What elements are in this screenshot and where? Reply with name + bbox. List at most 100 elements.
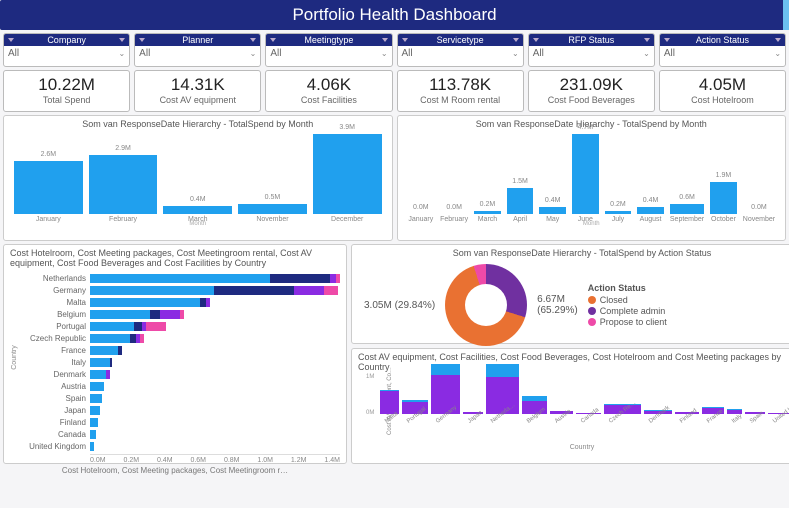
mini-column[interactable]: Denmark [644, 410, 672, 434]
filter-rfp status[interactable]: RFP StatusAll⌄ [528, 33, 655, 67]
hbar-row[interactable]: Austria [10, 380, 340, 392]
hbar-row[interactable]: Germany [10, 284, 340, 296]
bar-column[interactable]: 0.6M September [670, 204, 704, 223]
bar-column[interactable]: 0.0MNovember [743, 214, 775, 223]
legend-item[interactable]: Propose to client [588, 317, 667, 327]
chevron-down-icon: ⌄ [118, 49, 125, 58]
title-bar: Portfolio Health Dashboard [0, 0, 789, 30]
filter-meetingtype[interactable]: MeetingtypeAll⌄ [265, 33, 392, 67]
mini-column[interactable]: Netherla… [486, 364, 519, 434]
kpi-card[interactable]: 10.22MTotal Spend [3, 70, 130, 112]
chart-totalspend-month-right[interactable]: Som van ResponseDate Hierarchy - TotalSp… [397, 115, 787, 241]
bar-column[interactable]: 4.7MJune [572, 134, 599, 223]
chart-title: Cost AV equipment, Cost Facilities, Cost… [358, 352, 789, 372]
mini-column[interactable]: United Ki… [768, 413, 789, 434]
bar: 2.9M [89, 155, 158, 214]
hbar-row[interactable]: Malta [10, 296, 340, 308]
bar-column[interactable]: 0.4MMay [539, 207, 566, 223]
chevron-down-icon: ⌄ [381, 49, 388, 58]
filter-servicetype[interactable]: ServicetypeAll⌄ [397, 33, 524, 67]
kpi-card[interactable]: 113.78KCost M Room rental [397, 70, 524, 112]
legend-swatch [588, 307, 596, 315]
bar-column[interactable]: 1.5MApril [507, 188, 534, 223]
bar-value: 0.0M [751, 204, 767, 211]
bar-column[interactable]: 0.0MJanuary [408, 214, 435, 223]
kpi-value: 113.78K [400, 75, 521, 95]
bar-column[interactable]: 0.5MNovember [238, 204, 307, 223]
chart-donut-actionstatus[interactable]: Som van ResponseDate Hierarchy - TotalSp… [351, 244, 789, 344]
hbar-row[interactable]: France [10, 344, 340, 356]
mini-column[interactable]: Czech Re… [604, 404, 640, 434]
filter-value: All [664, 48, 675, 59]
hbar-row[interactable]: Finland [10, 416, 340, 428]
mini-column[interactable]: France [702, 407, 725, 434]
row-label: Japan [10, 406, 90, 415]
stacked-bar [90, 382, 104, 391]
mini-column[interactable]: Japan [463, 412, 483, 434]
hbar-row[interactable]: Portugal [10, 320, 340, 332]
filter-company[interactable]: CompanyAll⌄ [3, 33, 130, 67]
bar-value: 0.0M [446, 204, 462, 211]
bar-segment [110, 358, 112, 367]
kpi-value: 10.22M [6, 75, 127, 95]
page-title: Portfolio Health Dashboard [292, 5, 496, 25]
chevron-down-icon: ⌄ [643, 49, 650, 58]
x-tick: 0.0M [90, 457, 106, 464]
mini-column[interactable]: Portugal [402, 400, 428, 434]
bar-label: September [670, 216, 704, 223]
bar: 0.6M [670, 204, 704, 214]
bar-column[interactable]: 0.2MJuly [605, 211, 632, 223]
chart-cost-by-country-hbar[interactable]: Cost Hotelroom, Cost Meeting packages, C… [3, 244, 347, 464]
hbar-row[interactable]: United Kingdom [10, 440, 340, 452]
bar-column[interactable]: 3.9MDecember [313, 134, 382, 223]
bar-column[interactable]: 0.0MFebruary [440, 214, 468, 223]
row-label: Germany [10, 286, 90, 295]
hbar-row[interactable]: Netherlands [10, 272, 340, 284]
kpi-card[interactable]: 231.09KCost Food Beverages [528, 70, 655, 112]
bar-segment [90, 430, 96, 439]
bar-segment [106, 370, 110, 379]
mini-column[interactable]: Belgium [522, 396, 548, 434]
bar-segment [140, 334, 144, 343]
filters-row: CompanyAll⌄PlannerAll⌄MeetingtypeAll⌄Ser… [3, 33, 786, 67]
mini-column[interactable]: Spain [745, 412, 764, 434]
filter-label: RFP Status [568, 35, 614, 45]
filter-action status[interactable]: Action StatusAll⌄ [659, 33, 786, 67]
bar-area: 0.0MJanuary 0.0MFebruary 0.2MMarch 1.5MApri… [404, 131, 780, 223]
bar-area: 2.6MJanuary2.9MFebruary0.4MMarch0.5MNove… [10, 131, 386, 223]
legend-item[interactable]: Complete admin [588, 306, 667, 316]
mini-column[interactable]: Canada [576, 413, 601, 434]
bar-column[interactable]: 0.4MAugust [637, 207, 664, 223]
mini-column[interactable]: Malta [380, 390, 399, 434]
bar-segment [90, 298, 200, 307]
kpi-card[interactable]: 4.06KCost Facilities [265, 70, 392, 112]
hbar-row[interactable]: Czech Republic [10, 332, 340, 344]
hbar-row[interactable]: Belgium [10, 308, 340, 320]
bar-value: 0.2M [610, 201, 626, 208]
donut-ring [445, 264, 527, 346]
mini-column[interactable]: Austria [550, 411, 573, 434]
chart-totalspend-month-left[interactable]: Som van ResponseDate Hierarchy - TotalSp… [3, 115, 393, 241]
hbar-row[interactable]: Japan [10, 404, 340, 416]
bar-segment [160, 310, 180, 319]
bar-column[interactable]: 0.2MMarch [474, 211, 501, 223]
hbar-row[interactable]: Italy [10, 356, 340, 368]
bar-value: 0.4M [190, 196, 206, 203]
legend-item[interactable]: Closed [588, 295, 667, 305]
bar-column[interactable]: 1.9MOctober [710, 182, 737, 223]
bar-value: 0.4M [643, 197, 659, 204]
chart-mini-cost-by-country[interactable]: Cost AV equipment, Cost Facilities, Cost… [351, 348, 789, 464]
bar: 0.4M [637, 207, 664, 214]
bar-column[interactable]: 2.6MJanuary [14, 161, 83, 223]
hbar-row[interactable]: Spain [10, 392, 340, 404]
hbar-row[interactable]: Canada [10, 428, 340, 440]
bar-column[interactable]: 2.9MFebruary [89, 155, 158, 223]
mini-column[interactable]: Finland [675, 412, 699, 434]
filter-planner[interactable]: PlannerAll⌄ [134, 33, 261, 67]
mini-column[interactable]: Italy [727, 409, 742, 434]
x-tick: 1.2M [291, 457, 307, 464]
kpi-card[interactable]: 4.05MCost Hotelroom [659, 70, 786, 112]
hbar-row[interactable]: Denmark [10, 368, 340, 380]
kpi-card[interactable]: 14.31KCost AV equipment [134, 70, 261, 112]
mini-column[interactable]: Germany [431, 364, 460, 434]
